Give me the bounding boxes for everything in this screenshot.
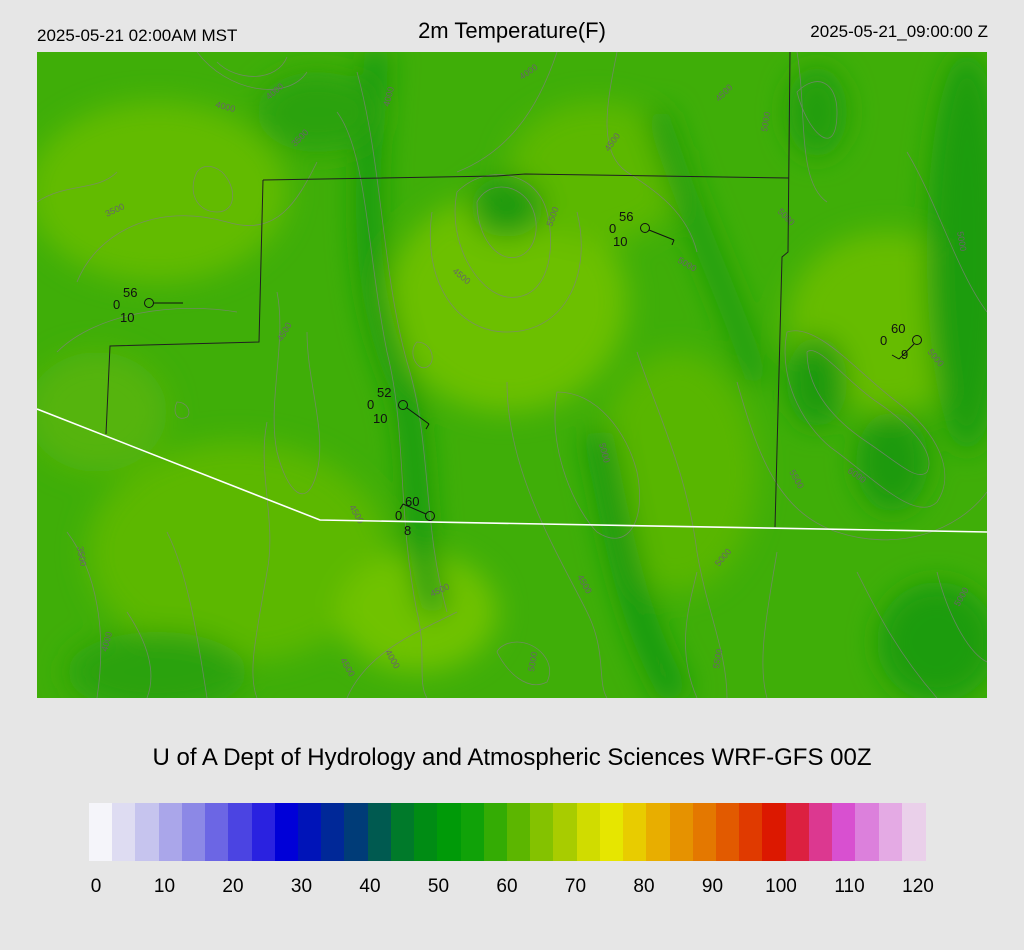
colorbar-segment bbox=[251, 803, 276, 861]
colorbar-tick-label: 90 bbox=[701, 876, 724, 897]
station-value-left: 0 bbox=[880, 333, 887, 348]
colorbar-segment bbox=[646, 803, 671, 861]
colorbar-segment bbox=[367, 803, 392, 861]
station-value-left: 0 bbox=[609, 221, 616, 236]
colorbar-segment bbox=[460, 803, 485, 861]
colorbar-tick-label: 40 bbox=[359, 876, 381, 897]
station-temperature: 52 bbox=[377, 385, 391, 400]
contour-label: 5000 bbox=[526, 651, 539, 672]
station-value-left: 0 bbox=[367, 397, 374, 412]
colorbar-segment bbox=[344, 803, 369, 861]
local-time-label: 2025-05-21 02:00AM MST bbox=[37, 26, 238, 45]
colorbar-segment bbox=[808, 803, 833, 861]
station-plot: 56 0 10 bbox=[113, 285, 183, 325]
colorbar-segment bbox=[390, 803, 415, 861]
colorbar-segment bbox=[181, 803, 206, 861]
colorbar-segment bbox=[228, 803, 253, 861]
station-temperature: 60 bbox=[405, 494, 419, 509]
colorbar-tick-label: 10 bbox=[153, 876, 176, 897]
station-value-bottom: 8 bbox=[404, 523, 411, 538]
colorbar-segment bbox=[483, 803, 508, 861]
station-value-left: 0 bbox=[113, 297, 120, 312]
credit-line: U of A Dept of Hydrology and Atmospheric… bbox=[152, 744, 872, 771]
temperature-shading bbox=[37, 52, 987, 698]
colorbar-ticks: 0 10 20 30 40 50 60 70 80 90 100 110 120 bbox=[0, 876, 1024, 900]
station-value-bottom: 9 bbox=[901, 347, 908, 362]
station-value-bottom: 10 bbox=[120, 310, 134, 325]
colorbar-segment bbox=[507, 803, 531, 861]
colorbar-segment bbox=[414, 803, 438, 861]
contour-label: 5000 bbox=[955, 231, 968, 252]
colorbar-segment bbox=[135, 803, 160, 861]
station-temperature: 56 bbox=[619, 209, 633, 224]
station-plots: 56 0 10 56 0 10 60 0 9 bbox=[113, 209, 922, 538]
station-plot: 56 0 10 bbox=[609, 209, 675, 249]
colorbar-segment bbox=[205, 803, 229, 861]
valid-time-label: 2025-05-21_09:00:00 Z bbox=[810, 22, 988, 41]
station-plot: 60 0 8 bbox=[395, 494, 435, 538]
colorbar-segment bbox=[901, 803, 926, 861]
map-title: 2m Temperature(F) bbox=[418, 18, 606, 43]
station-plot: 52 0 10 bbox=[367, 385, 430, 430]
colorbar-tick-label: 100 bbox=[765, 876, 797, 897]
colorbar-segment bbox=[599, 803, 624, 861]
colorbar-tick-label: 120 bbox=[902, 876, 934, 897]
colorbar-segment bbox=[89, 803, 113, 861]
colorbar-segment bbox=[530, 803, 555, 861]
colorbar-segment bbox=[112, 803, 137, 861]
station-temperature: 60 bbox=[891, 321, 905, 336]
terrain-contours bbox=[37, 52, 987, 698]
colorbar-segment bbox=[762, 803, 787, 861]
colorbar-tick-label: 70 bbox=[564, 876, 587, 897]
contour-label: 3500 bbox=[75, 546, 88, 567]
station-plot: 60 0 9 bbox=[880, 321, 922, 362]
colorbar-segment bbox=[692, 803, 717, 861]
colorbar-segment bbox=[669, 803, 694, 861]
colorbar-segment bbox=[855, 803, 880, 861]
colorbar-segment bbox=[832, 803, 856, 861]
colorbar-tick-label: 60 bbox=[496, 876, 518, 897]
colorbar-tick-label: 80 bbox=[633, 876, 655, 897]
colorbar-segment bbox=[158, 803, 183, 861]
contour-label: 5500 bbox=[711, 648, 724, 669]
colorbar-tick-label: 110 bbox=[834, 876, 865, 897]
colorbar-segment bbox=[623, 803, 647, 861]
colorbar-segment bbox=[878, 803, 903, 861]
colorbar-segment bbox=[576, 803, 601, 861]
station-value-bottom: 10 bbox=[373, 411, 387, 426]
temperature-colorbar bbox=[89, 803, 926, 861]
colorbar-segment bbox=[274, 803, 299, 861]
colorbar-tick-label: 50 bbox=[427, 876, 450, 897]
county-borders bbox=[105, 52, 791, 528]
station-value-left: 0 bbox=[395, 508, 402, 523]
station-value-bottom: 10 bbox=[613, 234, 627, 249]
colorbar-segment bbox=[437, 803, 462, 861]
colorbar-tick-label: 20 bbox=[222, 876, 244, 897]
colorbar-segment bbox=[785, 803, 810, 861]
colorbar-tick-label: 30 bbox=[290, 876, 313, 897]
station-temperature: 56 bbox=[123, 285, 137, 300]
state-border bbox=[37, 408, 987, 533]
temperature-map: 4000 4000 3500 4000 4000 4500 4500 5000 … bbox=[37, 52, 987, 698]
contour-label: 5000 bbox=[759, 111, 772, 132]
colorbar-segment bbox=[553, 803, 578, 861]
colorbar-segment bbox=[739, 803, 764, 861]
colorbar-tick-label: 0 bbox=[90, 876, 102, 897]
colorbar-segment bbox=[298, 803, 322, 861]
colorbar-segment bbox=[716, 803, 740, 861]
colorbar-segment bbox=[321, 803, 346, 861]
